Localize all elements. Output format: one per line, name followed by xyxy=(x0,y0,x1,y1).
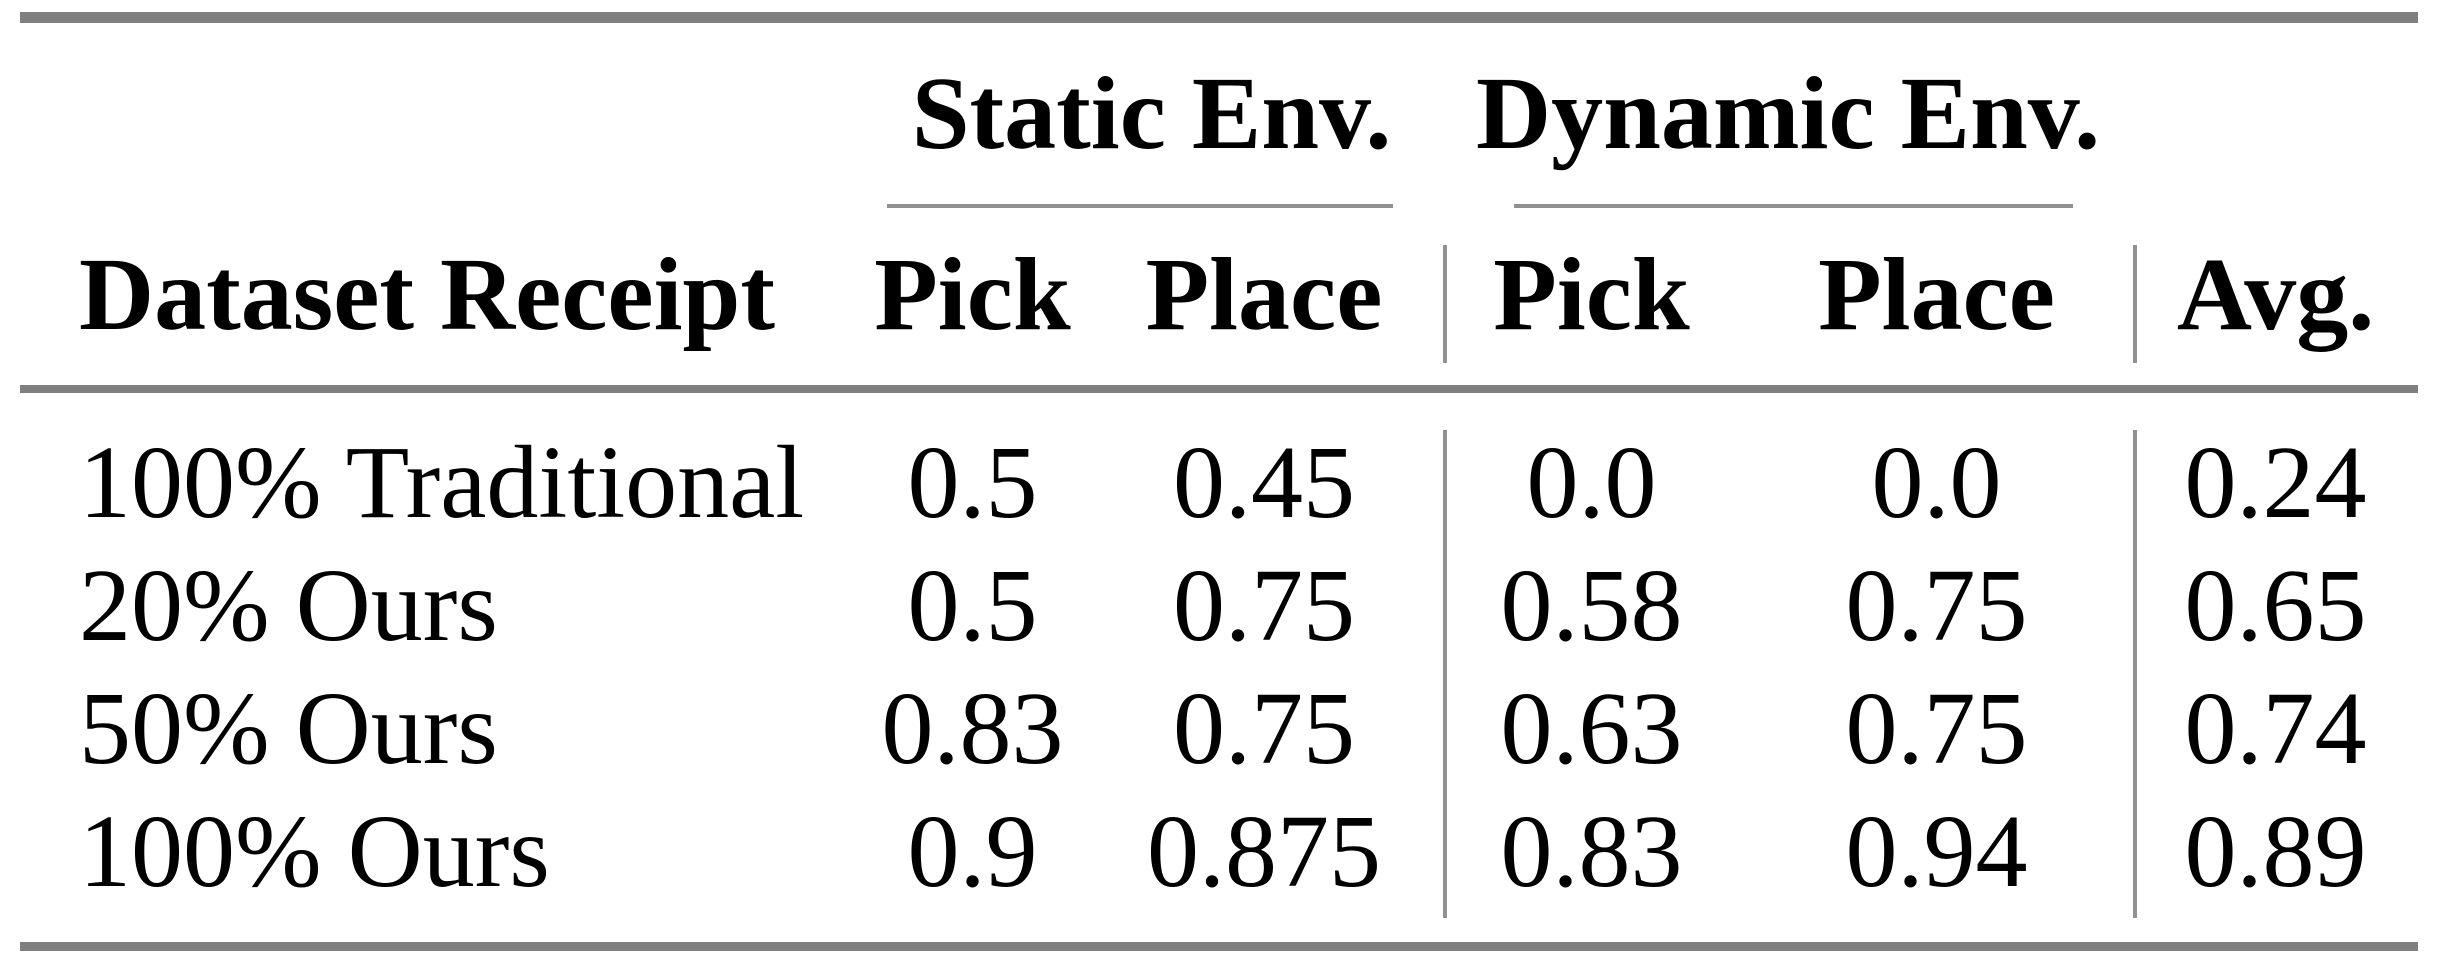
column-header-dataset-receipt: Dataset Receipt xyxy=(79,237,775,352)
cell-dynamic-place: 0.75 xyxy=(1845,547,2028,663)
table-row: 100% Ours 0.9 0.875 0.83 0.94 0.89 xyxy=(20,790,2418,941)
cell-avg: 0.24 xyxy=(2184,424,2367,540)
vertical-separator-2-header xyxy=(2133,245,2137,363)
group-header-spacer xyxy=(20,23,860,205)
cell-static-place: 0.75 xyxy=(1173,670,1355,786)
vertical-separator-1-header xyxy=(1443,245,1447,363)
cell-avg: 0.89 xyxy=(2184,793,2367,909)
cell-dynamic-pick: 0.58 xyxy=(1500,547,1683,663)
column-header-dynamic-place: Place xyxy=(1818,237,2055,352)
cell-static-place: 0.875 xyxy=(1147,793,1381,909)
cell-static-pick: 0.5 xyxy=(907,547,1038,663)
cell-dynamic-pick: 0.0 xyxy=(1526,424,1657,540)
row-label: 20% Ours xyxy=(79,547,498,663)
cell-static-pick: 0.5 xyxy=(907,424,1038,540)
row-label: 100% Ours xyxy=(79,793,550,909)
column-header-static-place: Place xyxy=(1145,237,1383,352)
cell-avg: 0.65 xyxy=(2184,547,2367,663)
group-header-static-env: Static Env. xyxy=(911,56,1392,171)
table-bottom-rule xyxy=(20,942,2418,951)
group-header-spacer xyxy=(2133,23,2418,205)
column-header-dynamic-pick: Pick xyxy=(1493,237,1690,352)
cell-dynamic-place: 0.94 xyxy=(1845,793,2028,909)
cmidrule-static-env xyxy=(887,204,1393,208)
column-header-static-pick: Pick xyxy=(874,237,1071,352)
cell-static-pick: 0.9 xyxy=(907,793,1038,909)
table-row: 20% Ours 0.5 0.75 0.58 0.75 0.65 xyxy=(20,544,2418,667)
cell-dynamic-place: 0.0 xyxy=(1871,424,2002,540)
group-header-dynamic-env: Dynamic Env. xyxy=(1475,56,2101,171)
cell-static-place: 0.75 xyxy=(1173,547,1355,663)
row-label: 100% Traditional xyxy=(79,424,805,540)
table-row: 50% Ours 0.83 0.75 0.63 0.75 0.74 xyxy=(20,667,2418,790)
table-top-rule xyxy=(20,12,2418,23)
cell-dynamic-place: 0.75 xyxy=(1845,670,2028,786)
cell-dynamic-pick: 0.83 xyxy=(1500,793,1683,909)
row-label: 50% Ours xyxy=(79,670,498,786)
cell-avg: 0.74 xyxy=(2184,670,2367,786)
results-table: Static Env. Dynamic Env. Dataset Receipt… xyxy=(20,23,2418,941)
column-header-row: Dataset Receipt Pick Place Pick Place Av… xyxy=(20,205,2418,393)
cell-static-place: 0.45 xyxy=(1173,424,1355,540)
group-header-row: Static Env. Dynamic Env. xyxy=(20,23,2418,205)
cmidrule-dynamic-env xyxy=(1514,204,2073,208)
cell-dynamic-pick: 0.63 xyxy=(1500,670,1683,786)
cell-static-pick: 0.83 xyxy=(881,670,1064,786)
table-row: 100% Traditional 0.5 0.45 0.0 0.0 0.24 xyxy=(20,393,2418,544)
column-header-avg: Avg. xyxy=(2176,237,2375,352)
vertical-separator-1-body xyxy=(1443,430,1447,918)
vertical-separator-2-body xyxy=(2133,430,2137,918)
table-mid-rule xyxy=(20,385,2418,393)
